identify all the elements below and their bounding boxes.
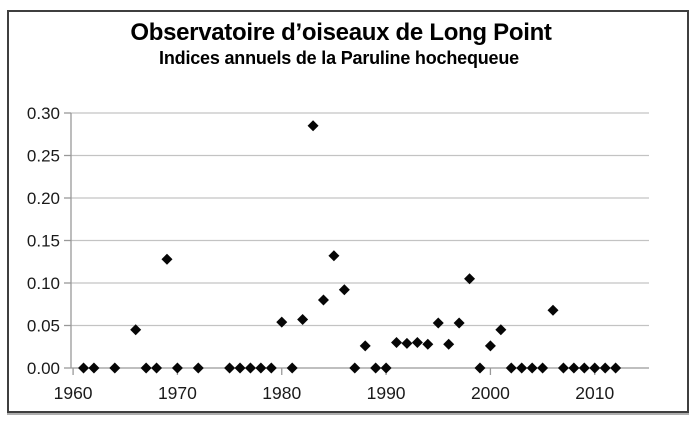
x-tick-label: 1990 bbox=[367, 383, 406, 403]
y-tick-label: 0.15 bbox=[27, 232, 60, 251]
data-point-diamond bbox=[140, 362, 152, 374]
chart-header: Observatoire d’oiseaux de Long Point Ind… bbox=[7, 0, 689, 69]
data-point-diamond bbox=[411, 337, 423, 348]
data-point-diamond bbox=[338, 284, 350, 296]
x-tick-label: 1960 bbox=[54, 383, 93, 403]
data-point-diamond bbox=[495, 324, 507, 336]
y-tick-label: 0.20 bbox=[27, 189, 60, 208]
data-point-diamond bbox=[161, 253, 173, 265]
y-tick-label: 0.10 bbox=[27, 274, 60, 293]
data-point-diamond bbox=[370, 362, 382, 374]
data-point-diamond bbox=[359, 340, 371, 352]
data-point-diamond bbox=[464, 273, 476, 285]
data-point-diamond bbox=[453, 317, 465, 329]
data-point-diamond bbox=[224, 362, 236, 374]
data-point-diamond bbox=[432, 317, 444, 329]
data-point-diamond bbox=[109, 362, 121, 374]
data-point-diamond bbox=[391, 337, 403, 348]
chart-title: Observatoire d’oiseaux de Long Point bbox=[130, 19, 552, 46]
y-tick-label: 0.00 bbox=[27, 359, 60, 378]
data-point-diamond bbox=[401, 337, 413, 349]
data-point-diamond bbox=[422, 338, 434, 350]
data-point-diamond bbox=[557, 362, 569, 374]
data-point-diamond bbox=[599, 362, 611, 374]
data-point-diamond bbox=[537, 362, 549, 374]
data-point-diamond bbox=[547, 304, 559, 316]
chart-subtitle: Indices annuels de la Paruline hochequeu… bbox=[159, 48, 519, 69]
data-point-diamond bbox=[78, 362, 90, 374]
data-point-diamond bbox=[380, 362, 392, 374]
x-tick-label: 2000 bbox=[471, 383, 510, 403]
chart-frame bbox=[7, 10, 689, 413]
data-point-diamond bbox=[474, 362, 486, 374]
data-point-diamond bbox=[151, 362, 163, 374]
data-point-diamond bbox=[286, 362, 298, 374]
data-point-diamond bbox=[526, 362, 538, 374]
data-point-diamond bbox=[317, 294, 329, 306]
data-point-diamond bbox=[244, 362, 256, 374]
y-tick-label: 0.05 bbox=[27, 317, 60, 336]
y-tick-label: 0.25 bbox=[27, 147, 60, 166]
data-point-diamond bbox=[610, 362, 622, 374]
data-point-diamond bbox=[234, 362, 246, 374]
y-tick-label: 0.30 bbox=[27, 104, 60, 123]
data-point-diamond bbox=[484, 340, 496, 352]
x-tick-label: 2010 bbox=[575, 383, 614, 403]
data-point-diamond bbox=[297, 314, 309, 326]
data-point-diamond bbox=[505, 362, 517, 374]
x-tick-label: 1980 bbox=[262, 383, 301, 403]
data-point-diamond bbox=[192, 362, 204, 374]
data-point-diamond bbox=[265, 362, 277, 374]
data-point-diamond bbox=[88, 362, 100, 374]
data-point-diamond bbox=[349, 362, 361, 374]
data-point-diamond bbox=[578, 362, 590, 374]
x-tick-label: 1970 bbox=[158, 383, 197, 403]
data-point-diamond bbox=[516, 362, 528, 374]
data-point-diamond bbox=[328, 250, 340, 262]
data-point-diamond bbox=[568, 362, 580, 374]
data-point-diamond bbox=[589, 362, 601, 374]
data-point-diamond bbox=[171, 362, 183, 374]
data-point-diamond bbox=[255, 362, 267, 374]
data-point-diamond bbox=[130, 324, 142, 336]
data-point-diamond bbox=[443, 338, 455, 350]
data-point-diamond bbox=[307, 120, 319, 132]
data-point-diamond bbox=[276, 316, 288, 328]
